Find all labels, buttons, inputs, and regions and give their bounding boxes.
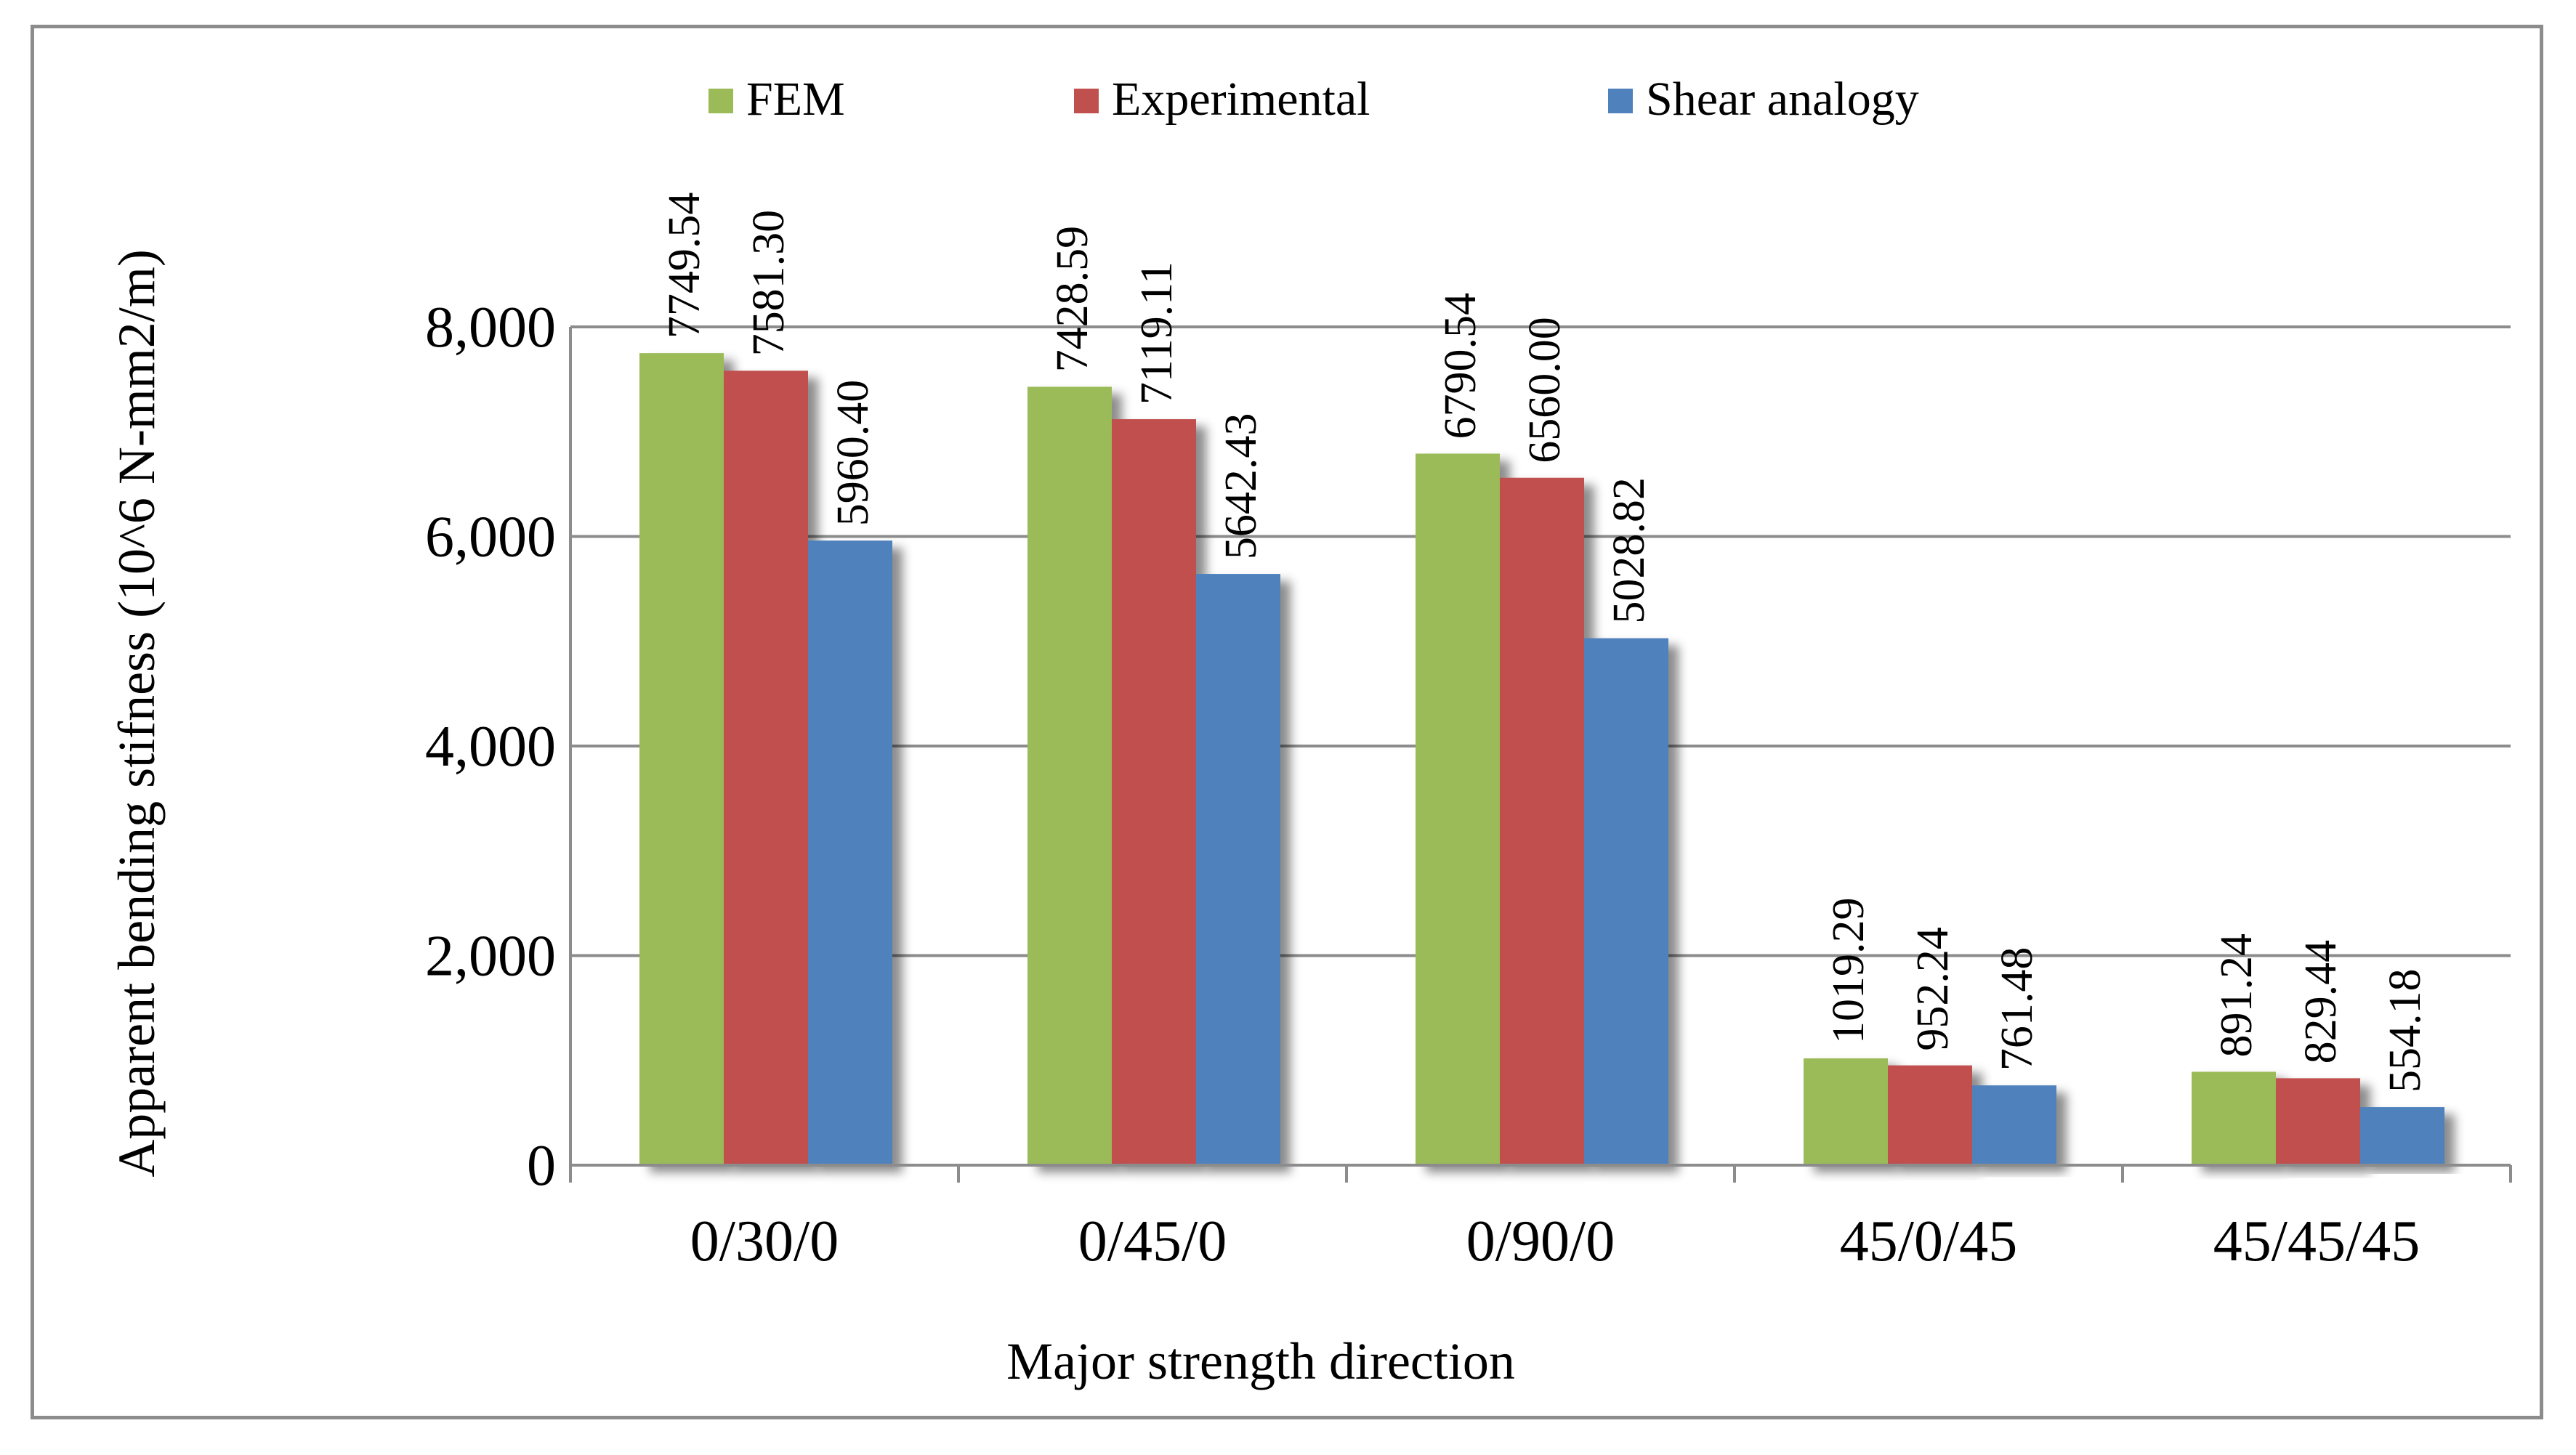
x-tick-label: 0/45/0 <box>1078 1209 1227 1273</box>
bar-experimental <box>1500 477 1584 1165</box>
data-label: 6560.00 <box>1520 317 1570 463</box>
x-tick-label: 45/45/45 <box>2213 1209 2420 1273</box>
data-label: 7428.59 <box>1048 226 1097 373</box>
bar-shear-analogy <box>1196 574 1280 1165</box>
data-label: 7581.30 <box>744 210 794 357</box>
data-label: 6790.54 <box>1436 293 1485 439</box>
y-axis-title: Apparent bending stifness (10^6 N-mm2/m) <box>108 249 166 1178</box>
bar-experimental <box>1888 1065 1972 1165</box>
data-label: 5642.43 <box>1216 413 1266 560</box>
axes: 0 2,000 4,000 6,000 8,000 0/30/0 0/45/0 0/90/0 4… <box>425 296 2512 1273</box>
data-label: 554.18 <box>2381 969 2430 1093</box>
bar-experimental <box>2276 1078 2360 1165</box>
bar-fem <box>2192 1071 2276 1165</box>
bar-shear-analogy <box>2360 1107 2444 1165</box>
bar-shear-analogy <box>808 540 892 1165</box>
data-label: 1019.29 <box>1824 897 1873 1044</box>
x-axis-title: Major strength direction <box>1006 1332 1515 1390</box>
y-tick-label: 8,000 <box>425 296 556 360</box>
bars <box>639 353 2444 1165</box>
bar-fem <box>639 353 724 1165</box>
chart-frame <box>31 25 2543 1419</box>
bar-fem <box>1027 386 1112 1165</box>
data-labels: 7749.54 7428.59 6790.54 1019.29 891.24 7581.3… <box>660 192 2430 1093</box>
legend-item-experimental: Experimental <box>1074 73 1370 126</box>
bar-experimental <box>1112 419 1196 1165</box>
data-label: 7749.54 <box>660 192 709 339</box>
x-tick-label: 45/0/45 <box>1840 1209 2017 1273</box>
data-label: 5028.82 <box>1604 477 1654 624</box>
y-tick-label: 0 <box>527 1134 556 1198</box>
legend-swatch <box>708 89 733 113</box>
y-tick-label: 6,000 <box>425 506 556 570</box>
bar-shear-analogy <box>1584 638 1668 1165</box>
x-tick-label: 0/30/0 <box>690 1209 839 1273</box>
bar-experimental <box>724 370 808 1165</box>
bar-fem <box>1804 1058 1888 1165</box>
data-label: 891.24 <box>2212 933 2261 1058</box>
data-label: 829.44 <box>2296 940 2346 1064</box>
bar-shear-analogy <box>1972 1085 2056 1165</box>
data-label: 761.48 <box>1992 947 2042 1071</box>
data-label: 952.24 <box>1908 927 1958 1051</box>
data-label: 5960.40 <box>828 380 878 527</box>
legend-label: Experimental <box>1112 73 1370 126</box>
data-label: 7119.11 <box>1132 262 1182 405</box>
legend-label: FEM <box>746 73 845 126</box>
x-tick-label: 0/90/0 <box>1466 1209 1615 1273</box>
bar-fem <box>1416 453 1500 1165</box>
legend-swatch <box>1608 89 1633 113</box>
legend-swatch <box>1074 89 1099 113</box>
y-tick-label: 2,000 <box>425 925 556 989</box>
legend-item-fem: FEM <box>708 73 845 126</box>
legend-item-shear-analogy: Shear analogy <box>1608 73 1919 126</box>
y-tick-label: 4,000 <box>425 715 556 779</box>
legend: FEM Experimental Shear analogy <box>708 73 1919 126</box>
legend-label: Shear analogy <box>1646 73 1919 126</box>
